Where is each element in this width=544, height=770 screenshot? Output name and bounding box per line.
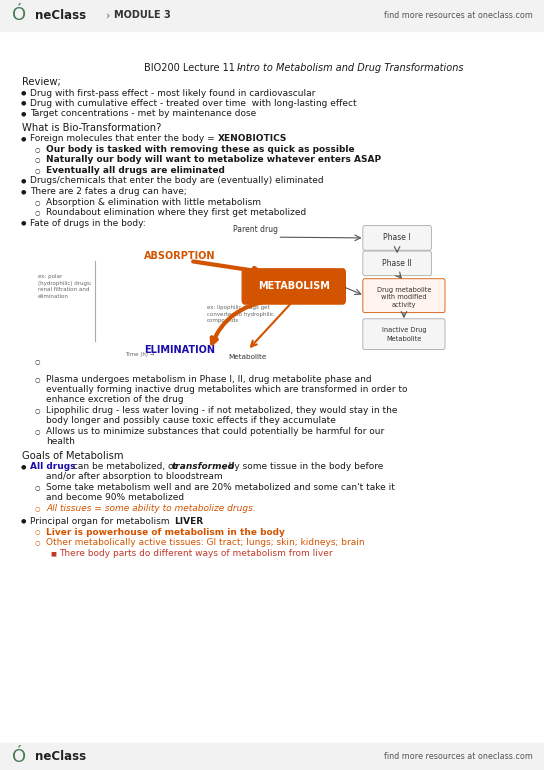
- Text: Time (h) →: Time (h) →: [125, 352, 154, 357]
- Text: All drugs: All drugs: [30, 462, 76, 471]
- Text: and become 90% metabolized: and become 90% metabolized: [46, 493, 184, 502]
- Text: Parent drug: Parent drug: [233, 225, 278, 234]
- Text: ●: ●: [21, 101, 26, 105]
- Text: Intro to Metabolism and Drug Transformations: Intro to Metabolism and Drug Transformat…: [237, 63, 463, 72]
- Text: Foreign molecules that enter the body =: Foreign molecules that enter the body =: [30, 134, 218, 143]
- Text: What is Bio-Transformation?: What is Bio-Transformation?: [22, 123, 161, 132]
- Text: ex: lipophilic drugs get
converted to hydrophilic
compounds: ex: lipophilic drugs get converted to hy…: [207, 305, 274, 323]
- Text: Goals of Metabolism: Goals of Metabolism: [22, 451, 123, 460]
- Text: health: health: [46, 437, 75, 446]
- Text: Some take metabolism well and are 20% metabolized and some can't take it: Some take metabolism well and are 20% me…: [46, 483, 395, 492]
- Text: ○: ○: [34, 429, 40, 434]
- Text: Eventually all drugs are eliminated: Eventually all drugs are eliminated: [46, 166, 225, 175]
- Text: All tissues = some ability to metabolize drugs.: All tissues = some ability to metabolize…: [46, 504, 256, 513]
- Text: There are 2 fates a drug can have;: There are 2 fates a drug can have;: [30, 187, 187, 196]
- Text: Lipophilic drug - less water loving - if not metabolized, they would stay in the: Lipophilic drug - less water loving - if…: [46, 406, 398, 415]
- Text: activity: activity: [392, 302, 416, 308]
- Bar: [0, 743, 544, 770]
- Text: Metabolite: Metabolite: [228, 353, 267, 360]
- Text: ●: ●: [21, 136, 26, 141]
- Text: ○: ○: [34, 377, 40, 382]
- Text: Ó: Ó: [12, 748, 26, 765]
- Text: ○: ○: [34, 210, 40, 215]
- Text: ○: ○: [34, 541, 40, 545]
- Text: Plasma undergoes metabolism in Phase I, II, drug metabolite phase and: Plasma undergoes metabolism in Phase I, …: [46, 375, 372, 384]
- Text: ○: ○: [34, 200, 40, 205]
- Text: ○: ○: [34, 168, 40, 172]
- Text: Ó: Ó: [12, 6, 26, 25]
- FancyBboxPatch shape: [242, 269, 345, 304]
- Text: Target concentrations - met by maintenance dose: Target concentrations - met by maintenan…: [30, 109, 256, 119]
- Text: Fate of drugs in the body:: Fate of drugs in the body:: [30, 219, 146, 228]
- Text: Metabolite: Metabolite: [386, 336, 422, 342]
- Text: ELIMINATION: ELIMINATION: [144, 346, 215, 355]
- Text: ●: ●: [21, 91, 26, 95]
- Text: find more resources at oneclass.com: find more resources at oneclass.com: [384, 752, 533, 761]
- Text: ●: ●: [21, 519, 26, 524]
- Text: body longer and possibly cause toxic effects if they accumulate: body longer and possibly cause toxic eff…: [46, 416, 336, 425]
- Text: ○: ○: [34, 147, 40, 152]
- Text: transformed: transformed: [171, 462, 234, 471]
- Text: BIO200 Lecture 11 -: BIO200 Lecture 11 -: [144, 63, 245, 72]
- Text: ●: ●: [21, 464, 26, 469]
- Text: ○: ○: [34, 157, 40, 162]
- Text: Inactive Drug: Inactive Drug: [381, 326, 426, 333]
- Text: neClass: neClass: [35, 9, 86, 22]
- Text: eventually forming inactive drug metabolites which are transformed in order to: eventually forming inactive drug metabol…: [46, 385, 408, 394]
- Text: Roundabout elimination where they first get metabolized: Roundabout elimination where they first …: [46, 208, 306, 217]
- Text: ●: ●: [21, 221, 26, 226]
- Text: ●: ●: [21, 189, 26, 194]
- Text: Drug with first-pass effect - most likely found in cardiovascular: Drug with first-pass effect - most likel…: [30, 89, 316, 98]
- Text: XENOBIOTICS: XENOBIOTICS: [218, 134, 287, 143]
- Text: Phase I: Phase I: [384, 233, 411, 243]
- Text: There body parts do different ways of metabolism from liver: There body parts do different ways of me…: [59, 549, 332, 558]
- Text: enhance excretion of the drug: enhance excretion of the drug: [46, 395, 184, 404]
- FancyBboxPatch shape: [363, 319, 445, 350]
- Text: ○: ○: [34, 360, 40, 364]
- Text: Drugs/chemicals that enter the body are (eventually) eliminated: Drugs/chemicals that enter the body are …: [30, 176, 324, 186]
- Text: and/or after absorption to bloodstream: and/or after absorption to bloodstream: [46, 472, 223, 481]
- Text: , by some tissue in the body before: , by some tissue in the body before: [223, 462, 384, 471]
- Bar: [0, 0, 544, 31]
- Text: ●: ●: [21, 112, 26, 116]
- FancyBboxPatch shape: [363, 279, 445, 313]
- Text: neClass: neClass: [35, 750, 86, 763]
- Text: ○: ○: [34, 408, 40, 413]
- Text: find more resources at oneclass.com: find more resources at oneclass.com: [384, 11, 533, 20]
- Text: ●: ●: [21, 179, 26, 183]
- Text: Our body is tasked with removing these as quick as possible: Our body is tasked with removing these a…: [46, 145, 355, 154]
- Text: Review;: Review;: [22, 78, 60, 87]
- Text: Drug with cumulative effect - treated over time  with long-lasting effect: Drug with cumulative effect - treated ov…: [30, 99, 356, 108]
- FancyBboxPatch shape: [363, 226, 431, 250]
- Text: Absorption & elimination with little metabolism: Absorption & elimination with little met…: [46, 198, 261, 207]
- Text: ○: ○: [34, 506, 40, 511]
- Text: LIVER: LIVER: [174, 517, 203, 526]
- Text: MODULE 3: MODULE 3: [114, 11, 171, 20]
- Text: Principal organ for metabolism: Principal organ for metabolism: [30, 517, 178, 526]
- Text: Allows us to minimize substances that could potentially be harmful for our: Allows us to minimize substances that co…: [46, 427, 385, 436]
- Text: ex: polar
(hydrophilic) drugs;
renal filtration and
elimination: ex: polar (hydrophilic) drugs; renal fil…: [38, 274, 92, 299]
- Text: ■: ■: [51, 551, 57, 556]
- Text: with modified: with modified: [381, 294, 426, 300]
- Text: ○: ○: [34, 530, 40, 534]
- Text: Other metabolically active tissues: GI tract; lungs; skin; kidneys; brain: Other metabolically active tissues: GI t…: [46, 538, 365, 547]
- Text: Liver is powerhouse of metabolism in the body: Liver is powerhouse of metabolism in the…: [46, 527, 285, 537]
- Text: Drug metabolite: Drug metabolite: [376, 286, 431, 293]
- Text: ABSORPTION: ABSORPTION: [144, 252, 215, 261]
- Text: METABOLISM: METABOLISM: [258, 282, 330, 291]
- Text: can be metabolized, or: can be metabolized, or: [70, 462, 180, 471]
- Text: ›: ›: [106, 11, 110, 20]
- FancyBboxPatch shape: [363, 251, 431, 276]
- Text: Phase II: Phase II: [382, 259, 412, 268]
- Text: ○: ○: [34, 485, 40, 490]
- Text: Naturally our body will want to metabolize whatever enters ASAP: Naturally our body will want to metaboli…: [46, 155, 381, 164]
